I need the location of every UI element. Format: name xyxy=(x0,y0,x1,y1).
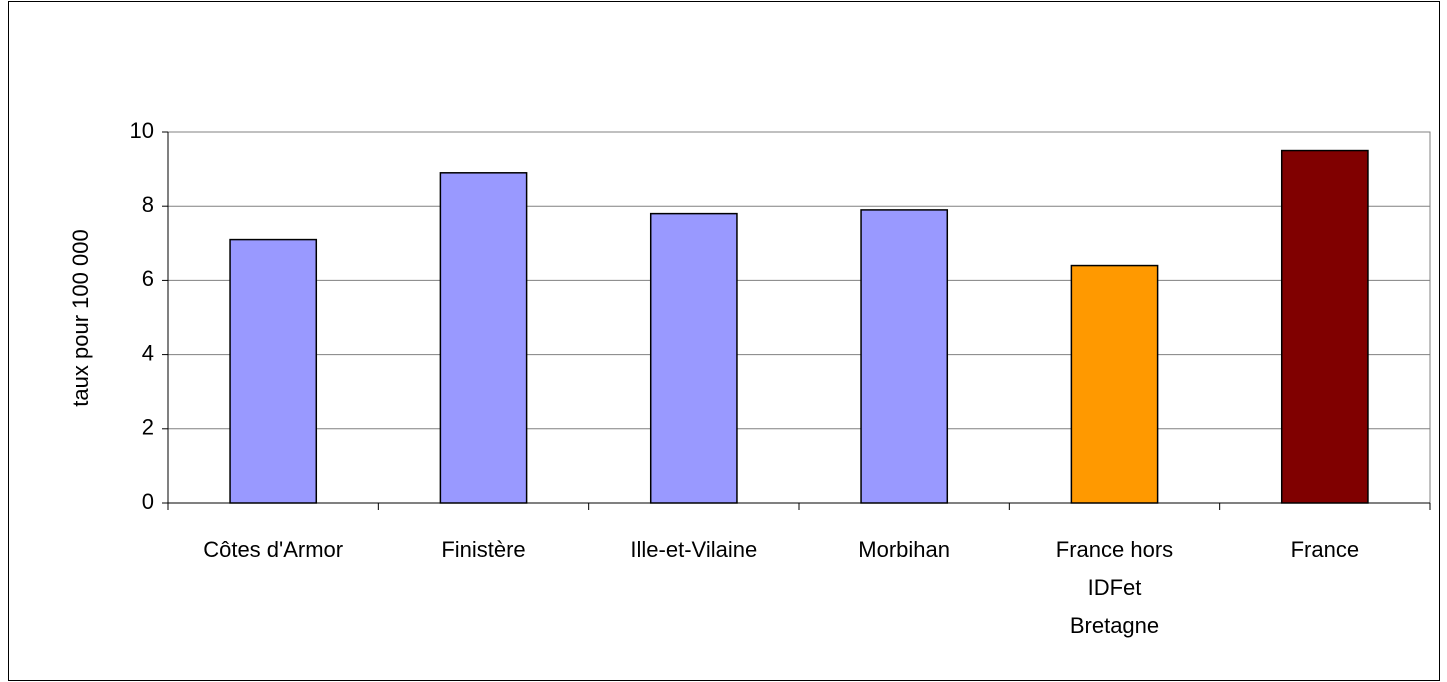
bar xyxy=(1280,149,1369,504)
x-tick-label: Finistère xyxy=(441,537,526,562)
y-tick-label: 2 xyxy=(142,415,154,440)
plot-area xyxy=(167,131,1431,504)
y-tick-label: 4 xyxy=(142,340,154,365)
y-axis-label: taux pour 100 000 xyxy=(68,229,93,406)
bar xyxy=(649,212,738,504)
x-tick-label: Côtes d'Armor xyxy=(203,537,344,562)
bar xyxy=(439,172,528,504)
x-tick-label: France hors IDFet Bretagne xyxy=(1055,537,1174,638)
y-tick-label: 8 xyxy=(142,192,154,217)
x-tick-label: Morbihan xyxy=(858,537,951,562)
bar xyxy=(860,209,949,504)
y-tick-label: 6 xyxy=(142,266,154,291)
x-tick-label: France xyxy=(1290,537,1360,562)
x-tick-label: Ille-et-Vilaine xyxy=(630,537,758,562)
y-tick-label: 0 xyxy=(142,489,154,514)
bar xyxy=(229,238,318,504)
bar xyxy=(1070,264,1159,504)
y-tick-label: 10 xyxy=(130,118,154,143)
